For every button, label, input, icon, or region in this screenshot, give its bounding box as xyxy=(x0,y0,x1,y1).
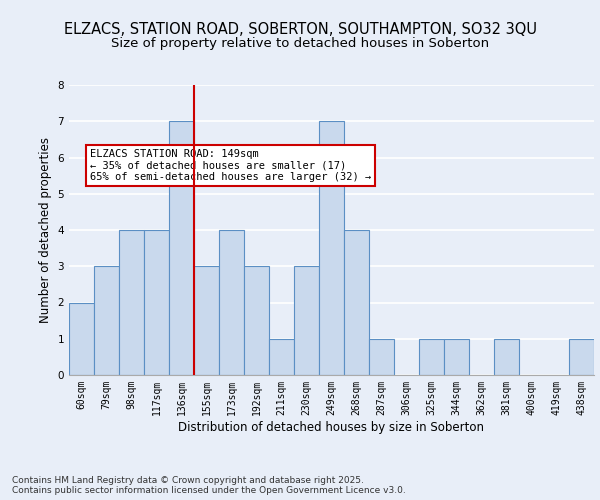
Bar xyxy=(419,339,444,375)
Bar xyxy=(119,230,144,375)
Bar xyxy=(319,121,344,375)
Bar xyxy=(344,230,369,375)
Text: Contains HM Land Registry data © Crown copyright and database right 2025.
Contai: Contains HM Land Registry data © Crown c… xyxy=(12,476,406,495)
Bar xyxy=(444,339,469,375)
Text: ELZACS, STATION ROAD, SOBERTON, SOUTHAMPTON, SO32 3QU: ELZACS, STATION ROAD, SOBERTON, SOUTHAMP… xyxy=(64,22,536,38)
Bar xyxy=(369,339,394,375)
Bar xyxy=(269,339,294,375)
Bar xyxy=(94,266,119,375)
Text: Size of property relative to detached houses in Soberton: Size of property relative to detached ho… xyxy=(111,38,489,51)
Bar xyxy=(244,266,269,375)
X-axis label: Distribution of detached houses by size in Soberton: Distribution of detached houses by size … xyxy=(179,420,485,434)
Bar xyxy=(494,339,519,375)
Bar xyxy=(219,230,244,375)
Bar xyxy=(194,266,219,375)
Text: ELZACS STATION ROAD: 149sqm
← 35% of detached houses are smaller (17)
65% of sem: ELZACS STATION ROAD: 149sqm ← 35% of det… xyxy=(90,149,371,182)
Bar xyxy=(169,121,194,375)
Bar xyxy=(569,339,594,375)
Bar xyxy=(144,230,169,375)
Bar xyxy=(294,266,319,375)
Bar xyxy=(69,302,94,375)
Y-axis label: Number of detached properties: Number of detached properties xyxy=(39,137,52,323)
